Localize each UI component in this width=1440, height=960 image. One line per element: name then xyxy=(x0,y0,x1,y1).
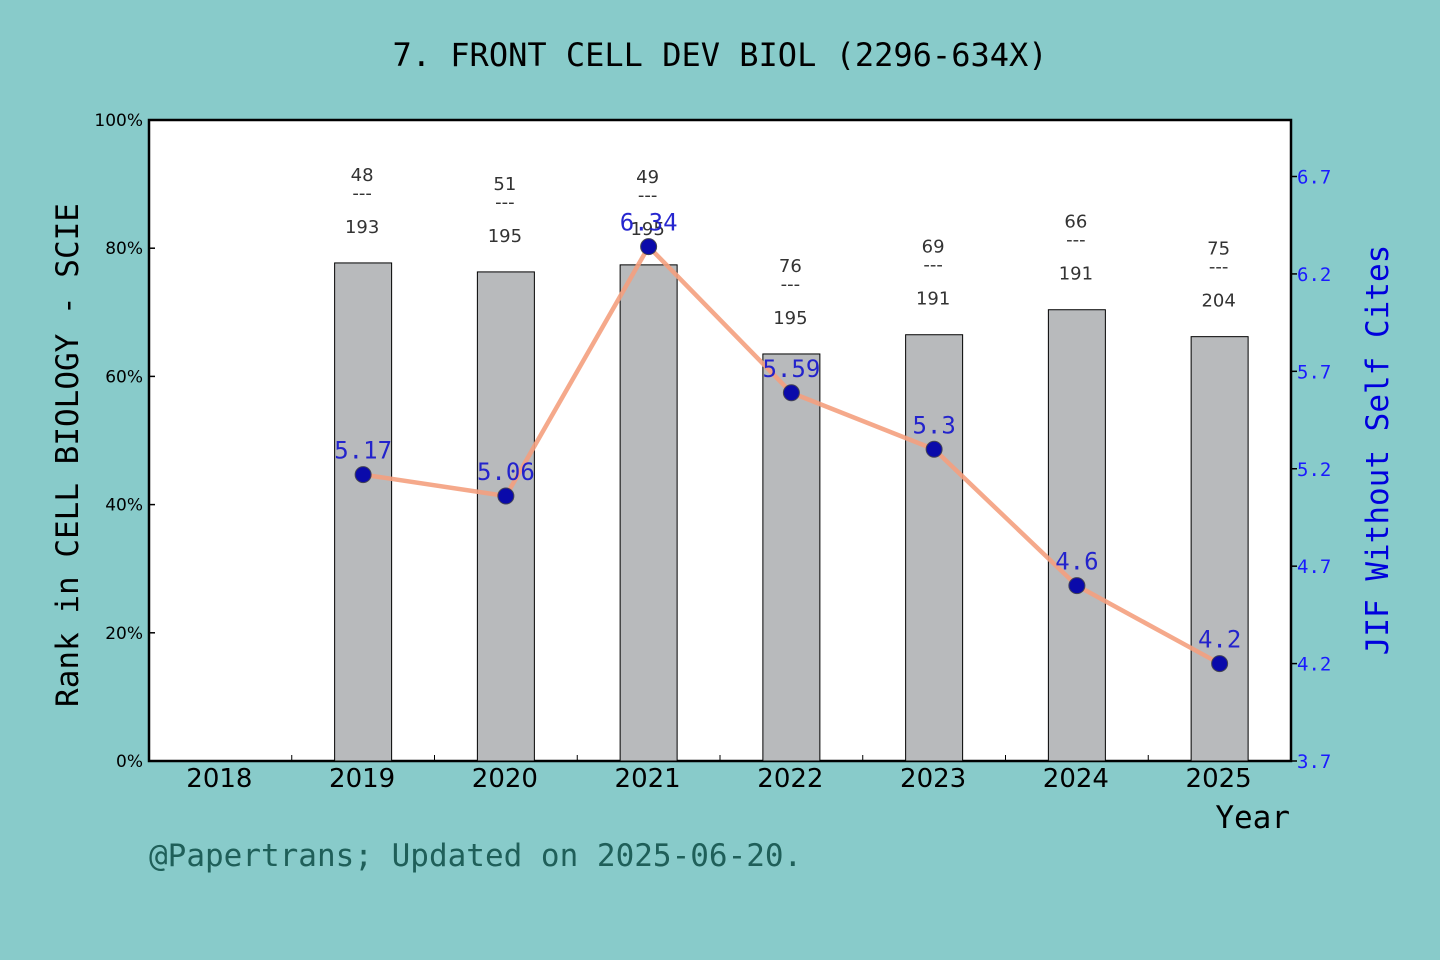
jif-point-2023 xyxy=(925,440,943,458)
rank-separator-2022: --- xyxy=(781,274,801,295)
rank-separator-2021: --- xyxy=(638,185,658,206)
chart-title: 7. FRONT CELL DEV BIOL (2296-634X) xyxy=(392,36,1047,74)
labels-layer: 48---19351---19549---19576---19569---191… xyxy=(334,165,1241,654)
rank-total-2021: 195 xyxy=(630,219,664,240)
x-tick-label-2022: 2022 xyxy=(757,764,823,794)
x-tick-label-2024: 2024 xyxy=(1043,764,1109,794)
right-tick-label: 6.7 xyxy=(1297,167,1331,189)
right-tick-label: 4.2 xyxy=(1297,654,1331,676)
left-tick-label: 60% xyxy=(105,367,143,387)
jif-label-2025: 4.2 xyxy=(1198,626,1241,654)
bar-2024 xyxy=(1047,309,1106,762)
x-tick-label-2025: 2025 xyxy=(1186,764,1252,794)
bar-2025 xyxy=(1190,336,1249,762)
left-tick-label: 20% xyxy=(105,624,143,644)
rank-label-2021: 49 xyxy=(636,167,659,188)
axes-layer: 0% 20% 40% 60% 80% 100% 3.7 4.2 4.7 5.2 5.7 6.2 6.7 2… xyxy=(94,111,1331,794)
jif-point-2022 xyxy=(782,384,800,402)
bars-layer xyxy=(334,262,1249,762)
right-tick-label: 5.2 xyxy=(1297,459,1331,481)
bar-2022 xyxy=(762,353,821,762)
x-tick-label-2018: 2018 xyxy=(186,764,252,794)
rank-label-2020: 51 xyxy=(493,174,516,195)
right-tick-label: 3.7 xyxy=(1297,751,1331,773)
left-tick-label: 80% xyxy=(105,239,143,259)
jif-label-2019: 5.17 xyxy=(334,437,392,465)
rank-separator-2025: --- xyxy=(1209,257,1229,278)
x-tick-label-2023: 2023 xyxy=(900,764,966,794)
jif-label-2020: 5.06 xyxy=(477,458,535,486)
rank-total-2023: 191 xyxy=(916,289,950,310)
right-tick-label: 6.2 xyxy=(1297,264,1331,286)
bar-2021 xyxy=(619,264,678,762)
rank-total-2025: 204 xyxy=(1201,291,1235,312)
rank-total-2020: 195 xyxy=(488,226,522,247)
right-tick-label: 5.7 xyxy=(1297,361,1331,383)
rank-label-2025: 75 xyxy=(1207,239,1230,260)
bar-2020 xyxy=(476,271,535,762)
rank-label-2023: 69 xyxy=(922,237,945,258)
plot-area xyxy=(147,118,1293,763)
x-tick-label-2021: 2021 xyxy=(615,764,681,794)
footer-credit: @Papertrans; Updated on 2025-06-20. xyxy=(149,838,802,874)
left-tick-label: 0% xyxy=(116,752,143,772)
y-axis-left-label: Rank in CELL BIOLOGY - SCIE xyxy=(50,203,86,707)
rank-total-2024: 191 xyxy=(1059,264,1093,285)
rank-total-2022: 195 xyxy=(773,308,807,329)
jif-label-2023: 5.3 xyxy=(912,411,955,439)
line-layer xyxy=(354,238,1229,673)
jif-point-2021 xyxy=(640,238,658,256)
left-tick-label: 40% xyxy=(105,496,143,516)
bar-2023 xyxy=(905,334,964,762)
rank-separator-2023: --- xyxy=(923,255,943,276)
rank-label-2019: 48 xyxy=(351,165,374,186)
x-axis-label: Year xyxy=(1215,800,1290,836)
bar-2019 xyxy=(334,262,393,762)
rank-separator-2024: --- xyxy=(1066,230,1086,251)
jif-point-2025 xyxy=(1211,655,1229,673)
jif-label-2024: 4.6 xyxy=(1055,548,1098,576)
jif-label-2022: 5.59 xyxy=(762,355,820,383)
left-tick-label: 100% xyxy=(94,111,143,131)
x-tick-label-2020: 2020 xyxy=(472,764,538,794)
rank-label-2022: 76 xyxy=(779,256,802,277)
rank-total-2019: 193 xyxy=(345,217,379,238)
jif-label-2021: 6.34 xyxy=(620,209,678,237)
right-tick-label: 4.7 xyxy=(1297,556,1331,578)
jif-point-2019 xyxy=(354,466,372,484)
rank-label-2024: 66 xyxy=(1064,212,1087,233)
jif-point-2020 xyxy=(497,487,515,505)
x-tick-label-2019: 2019 xyxy=(329,764,395,794)
y-axis-right-label: JIF Without Self Cites xyxy=(1360,245,1396,656)
jif-point-2024 xyxy=(1068,577,1086,595)
rank-separator-2020: --- xyxy=(495,192,515,213)
rank-separator-2019: --- xyxy=(352,183,372,204)
